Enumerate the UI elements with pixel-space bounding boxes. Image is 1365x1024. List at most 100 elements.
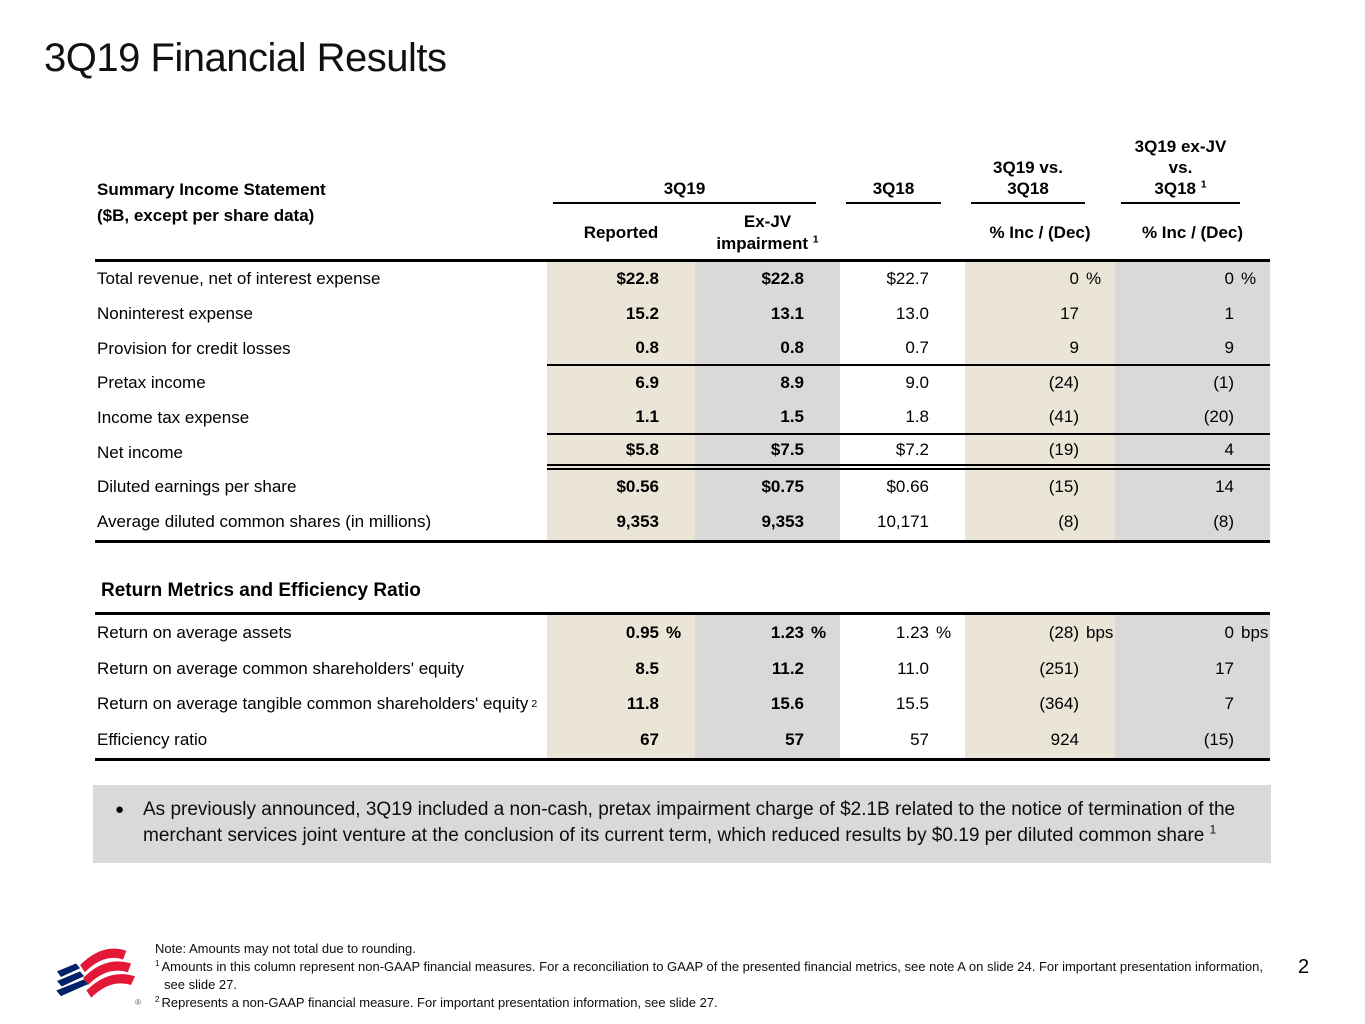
cell-exjv-impairment: $0.75 <box>695 470 840 505</box>
page-title: 3Q19 Financial Results <box>44 36 447 80</box>
cell-exjv-impairment: $7.5 <box>695 435 840 471</box>
income-table-body: Total revenue, net of interest expense $2… <box>95 262 1270 543</box>
cell-reported: 67 <box>547 722 695 758</box>
income-table-title: Summary Income Statement ($B, except per… <box>95 140 547 259</box>
cell-3q18: 10,171 <box>877 512 929 532</box>
cell-3q19-vs-3q18: 17 <box>965 296 1115 332</box>
cell-3q19-exjv-vs-3q18: 7 <box>1115 686 1270 723</box>
return-metrics-section: Return Metrics and Efficiency Ratio Retu… <box>95 574 1270 761</box>
cell-reported: 1.1 <box>547 400 695 436</box>
cell-3q18: 1.23% <box>895 622 952 642</box>
section-title-return-metrics: Return Metrics and Efficiency Ratio <box>101 580 421 601</box>
cell-exjv-impairment: 9,353 <box>695 504 840 540</box>
cell-exjv-impairment: 57 <box>695 722 840 758</box>
cell-3q19-vs-3q18: (364) <box>965 686 1115 723</box>
row-label: Efficiency ratio <box>97 729 208 749</box>
cell-3q18: 9.0 <box>905 373 929 393</box>
cell-3q19-vs-3q18: (28) bps <box>965 615 1115 651</box>
cell-reported: $22.8 <box>547 262 695 297</box>
row-label: Return on average tangible common shareh… <box>97 694 538 714</box>
page-number: 2 <box>1298 956 1310 978</box>
row-label: Pretax income <box>97 373 206 393</box>
cell-3q19-vs-3q18: (8) <box>965 504 1115 540</box>
cell-reported: 0.95% <box>547 615 695 651</box>
cell-3q19-exjv-vs-3q18: 1 <box>1115 296 1270 332</box>
income-table-header: Summary Income Statement ($B, except per… <box>95 137 1270 262</box>
cell-3q19-vs-3q18: 924 <box>965 722 1115 758</box>
column-group-3q19-exjv-vs-3q18: 3Q19 ex-JV vs. 3Q18 1 <box>1121 137 1240 204</box>
column-header-pct-inc-dec: % Inc / (Dec) <box>989 223 1091 242</box>
note-rounding: Note: Amounts may not total due to round… <box>155 941 416 956</box>
cell-reported: 15.2 <box>547 296 695 332</box>
cell-3q19-vs-3q18: (251) <box>965 650 1115 687</box>
row-label: Noninterest expense <box>97 304 253 324</box>
column-group-3q18: 3Q18 <box>846 140 941 204</box>
cell-3q19-exjv-vs-3q18: (1) <box>1115 366 1270 401</box>
cell-3q19-exjv-vs-3q18: 0% <box>1115 262 1270 297</box>
bullet-icon: ● <box>115 801 125 818</box>
footnote-1: 1 Amounts in this column represent non-GA… <box>155 958 1263 992</box>
cell-3q19-exjv-vs-3q18: 9 <box>1115 331 1270 367</box>
registered-trademark: ® <box>135 998 141 1007</box>
cell-3q19-vs-3q18: (19) <box>965 435 1115 471</box>
cell-reported: 9,353 <box>547 504 695 540</box>
column-group-3q19-vs-3q18: 3Q19 vs. 3Q18 <box>971 140 1085 204</box>
callout-text: As previously announced, 3Q19 included a… <box>143 799 1236 846</box>
cell-3q19-vs-3q18: (15) <box>965 470 1115 505</box>
cell-3q19-exjv-vs-3q18: (8) <box>1115 504 1270 540</box>
row-label: Income tax expense <box>97 408 250 428</box>
income-table-title-line1: Summary Income Statement <box>97 179 326 199</box>
column-header-pct-inc-dec-exjv: % Inc / (Dec) <box>1141 223 1244 242</box>
cell-3q19-vs-3q18: 9 <box>965 331 1115 367</box>
cell-exjv-impairment: 15.6 <box>695 686 840 723</box>
cell-exjv-impairment: 1.5 <box>695 400 840 436</box>
row-label: Diluted earnings per share <box>97 477 297 497</box>
cell-3q19-exjv-vs-3q18: 4 <box>1115 435 1270 471</box>
cell-3q19-vs-3q18: 0% <box>965 262 1115 297</box>
cell-3q18: $0.66 <box>886 477 929 497</box>
footnote-2: 2 Represents a non-GAAP financial measure… <box>155 994 718 1010</box>
row-label: Return on average common shareholders' e… <box>97 658 465 678</box>
column-group-3q19: 3Q19 <box>553 140 816 204</box>
cell-3q19-exjv-vs-3q18: (15) <box>1115 722 1270 758</box>
footnotes: Note: Amounts may not total due to round… <box>155 940 1277 1012</box>
cell-reported: 6.9 <box>547 366 695 401</box>
row-label: Average diluted common shares (in millio… <box>97 512 432 532</box>
cell-3q19-vs-3q18: (41) <box>965 400 1115 436</box>
cell-exjv-impairment: 1.23% <box>695 615 840 651</box>
cell-3q18: 1.8 <box>840 401 965 436</box>
row-label: Provision for credit losses <box>97 338 291 358</box>
cell-3q18: $22.7 <box>886 269 929 289</box>
cell-3q18: 0.7 <box>840 331 965 367</box>
cell-reported: 0.8 <box>547 331 695 367</box>
cell-exjv-impairment: $22.8 <box>695 262 840 297</box>
cell-3q18: 11.0 <box>897 658 929 678</box>
column-header-exjv-impairment: Ex-JV impairment 1 <box>716 212 819 253</box>
callout-box: ● As previously announced, 3Q19 included… <box>93 785 1271 863</box>
cell-reported: 11.8 <box>547 686 695 723</box>
cell-exjv-impairment: 11.2 <box>695 650 840 687</box>
cell-3q18: 15.5 <box>895 694 929 714</box>
return-metrics-table-body: Return on average assets 0.95% 1.23% 1.23%(… <box>95 612 1270 761</box>
cell-3q19-vs-3q18: (24) <box>965 366 1115 401</box>
row-label: Return on average assets <box>97 622 292 642</box>
cell-reported: $5.8 <box>547 435 695 471</box>
cell-3q19-exjv-vs-3q18: (20) <box>1115 400 1270 436</box>
cell-3q19-exjv-vs-3q18: 0 bps <box>1115 615 1270 651</box>
cell-exjv-impairment: 13.1 <box>695 296 840 332</box>
cell-3q19-exjv-vs-3q18: 14 <box>1115 470 1270 505</box>
cell-exjv-impairment: 0.8 <box>695 331 840 367</box>
flag-logo-graphic <box>56 948 136 998</box>
summary-income-statement-table: Summary Income Statement ($B, except per… <box>95 137 1270 543</box>
cell-3q18: 13.0 <box>895 304 929 324</box>
income-table-title-line2: ($B, except per share data) <box>97 205 315 225</box>
bank-of-america-logo: ® <box>53 936 141 1015</box>
row-label: Net income <box>97 442 183 462</box>
row-label: Total revenue, net of interest expense <box>97 269 381 289</box>
cell-3q19-exjv-vs-3q18: 17 <box>1115 650 1270 687</box>
cell-3q18: 57 <box>910 729 929 749</box>
cell-reported: $0.56 <box>547 470 695 505</box>
column-header-reported: Reported <box>583 223 659 242</box>
cell-reported: 8.5 <box>547 650 695 687</box>
cell-3q18: $7.2 <box>840 435 965 471</box>
